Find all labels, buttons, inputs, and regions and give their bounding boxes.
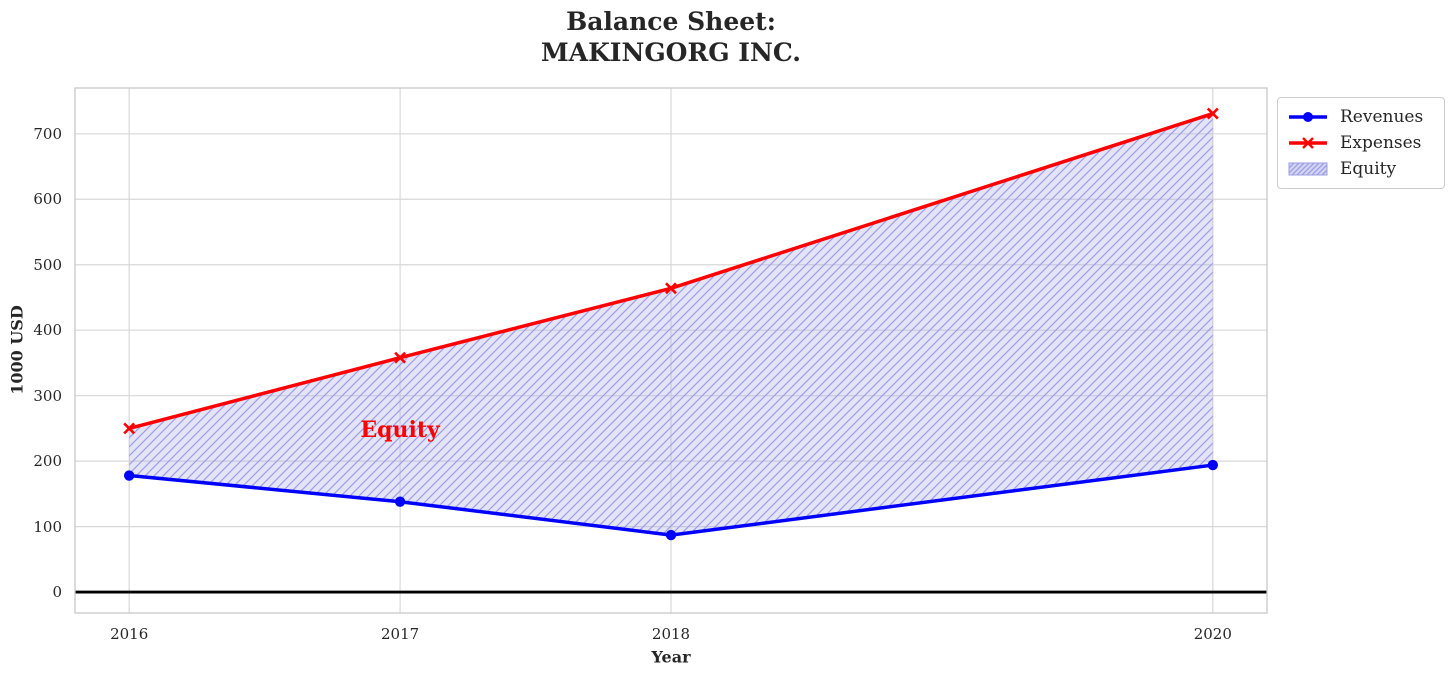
- legend-item-expenses: Expenses: [1286, 130, 1436, 156]
- y-axis-label: 1000 USD: [7, 305, 27, 395]
- expenses-marker: [123, 422, 136, 435]
- legend-item-revenues: Revenues: [1286, 104, 1436, 130]
- revenues-marker: [665, 529, 677, 541]
- revenues-line: [127, 463, 1215, 537]
- legend-label-revenues: Revenues: [1340, 107, 1424, 127]
- expenses-marker: [394, 351, 407, 364]
- legend-item-equity: Equity: [1286, 156, 1436, 182]
- equity-hatch-swatch: [1288, 162, 1328, 176]
- equity-annotation: Equity: [360, 417, 440, 444]
- revenues-marker: [123, 470, 135, 481]
- chart-title: Balance Sheet: MAKINGORG INC.: [541, 6, 801, 68]
- expenses-line: [127, 111, 1215, 431]
- revenues-line-swatch: [1289, 112, 1327, 122]
- equity-fill-hatch: [129, 113, 1213, 536]
- x-axis-label: Year: [651, 647, 691, 667]
- legend-label-expenses: Expenses: [1340, 133, 1422, 153]
- chart-title-line2: MAKINGORG INC.: [540, 38, 802, 67]
- expenses-marker: [665, 282, 677, 295]
- legend-label-equity: Equity: [1340, 159, 1397, 179]
- expenses-marker: [1206, 107, 1219, 120]
- expenses-line-swatch: [1289, 137, 1327, 149]
- plot-border: [74, 87, 1268, 614]
- legend: Revenues Expenses Equity: [1277, 97, 1445, 189]
- revenues-marker: [1207, 459, 1219, 471]
- revenues-marker: [394, 496, 406, 507]
- chart-title-line1: Balance Sheet:: [566, 7, 776, 36]
